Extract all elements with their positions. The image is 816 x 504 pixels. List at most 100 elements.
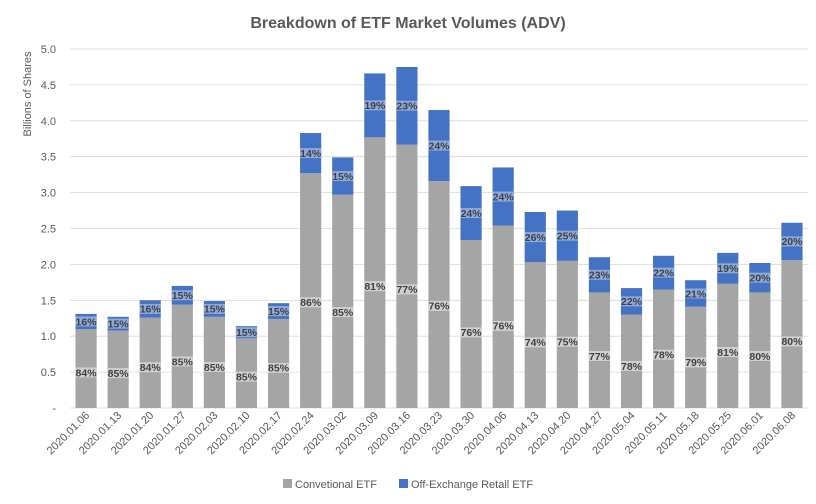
data-label-off-exchange: 15% [268, 306, 290, 318]
bar-label-band-off-exchange [653, 267, 675, 278]
data-label-off-exchange: 16% [76, 316, 98, 328]
bar-label-band-off-exchange [717, 263, 739, 274]
bar-label-band-off-exchange [267, 306, 290, 317]
bar-conventional [588, 292, 611, 408]
data-label-off-exchange: 15% [236, 327, 258, 339]
legend-swatch-conventional [283, 479, 292, 488]
y-tick-label: 1.0 [41, 331, 56, 343]
legend-label-off-exchange: Off-Exchange Retail ETF [411, 479, 533, 491]
data-label-off-exchange: 21% [685, 288, 707, 300]
bar-conventional [717, 283, 739, 408]
chart-title: Breakdown of ETF Market Volumes (ADV) [250, 15, 565, 32]
bar-conventional [171, 304, 193, 408]
bar-label-band-off-exchange [685, 288, 707, 299]
bar-conventional [524, 262, 546, 408]
bar-label-band-off-exchange [428, 140, 450, 151]
data-label-conventional: 84% [76, 367, 98, 379]
data-label-conventional: 85% [172, 356, 194, 368]
bar-conventional [781, 260, 803, 408]
bar-label-band-conventional [332, 307, 354, 318]
bar-label-band-conventional [267, 362, 290, 373]
data-label-conventional: 77% [589, 351, 611, 363]
data-label-off-exchange: 24% [493, 191, 515, 203]
bar-label-band-conventional [749, 350, 771, 361]
y-tick-label: 4.5 [41, 80, 56, 92]
bar-label-band-off-exchange [396, 100, 418, 111]
bar-label-band-off-exchange [332, 171, 354, 182]
y-tick-label: 5.0 [41, 44, 56, 56]
bar-label-band-conventional [364, 281, 386, 292]
bar-conventional [556, 260, 578, 408]
data-label-conventional: 78% [621, 361, 643, 373]
data-label-conventional: 76% [461, 327, 483, 339]
data-label-conventional: 75% [557, 337, 579, 349]
data-label-conventional: 85% [236, 371, 258, 383]
bar-conventional [428, 181, 450, 408]
bar-label-band-conventional [428, 300, 450, 311]
bar-conventional [749, 292, 771, 408]
data-label-off-exchange: 19% [364, 100, 386, 112]
bar-label-band-off-exchange [139, 303, 161, 314]
x-axis-ticks: 2020.01.062020.01.132020.01.202020.01.27… [45, 410, 798, 457]
data-label-conventional: 85% [268, 363, 290, 375]
y-tick-label: 0.5 [41, 367, 56, 379]
legend: Convetional ETF Off-Exchange Retail ETF [283, 479, 533, 491]
data-label-off-exchange: 22% [621, 296, 643, 308]
data-label-off-exchange: 15% [204, 304, 226, 316]
data-label-conventional: 80% [781, 336, 803, 348]
bar-label-band-conventional [653, 349, 675, 360]
legend-swatch-off-exchange [399, 479, 408, 488]
bar-label-band-conventional [139, 362, 161, 373]
bar-conventional [492, 225, 514, 408]
data-label-conventional: 81% [364, 281, 386, 293]
bar-label-band-off-exchange [364, 100, 386, 111]
y-tick-label: - [52, 403, 56, 415]
bar-conventional [364, 137, 386, 408]
bar-conventional [460, 239, 482, 408]
bar-conventional [332, 194, 354, 408]
bar-label-band-conventional [620, 360, 643, 371]
data-label-conventional: 76% [428, 301, 450, 313]
bar-label-band-off-exchange [460, 208, 482, 219]
data-label-conventional: 77% [396, 284, 418, 296]
data-label-off-exchange: 15% [172, 290, 194, 302]
bar-conventional [685, 306, 707, 408]
bar-label-band-off-exchange [171, 290, 193, 301]
data-label-off-exchange: 24% [461, 208, 483, 220]
data-label-conventional: 76% [493, 321, 515, 333]
bar-label-band-conventional [396, 284, 418, 295]
y-tick-label: 4.0 [41, 116, 56, 128]
data-label-off-exchange: 23% [589, 270, 611, 282]
bar-label-band-off-exchange [620, 296, 643, 307]
bar-label-band-off-exchange [300, 148, 322, 159]
y-tick-label: 1.5 [41, 295, 56, 307]
bar-label-band-off-exchange [492, 191, 514, 202]
bar-label-band-conventional [556, 336, 578, 347]
bar-label-band-off-exchange [235, 327, 258, 338]
bar-label-band-conventional [781, 336, 803, 347]
data-label-off-exchange: 14% [300, 148, 322, 160]
data-label-conventional: 85% [204, 362, 226, 374]
data-label-off-exchange: 20% [749, 272, 771, 284]
bar-label-band-off-exchange [749, 272, 771, 283]
data-label-off-exchange: 26% [525, 232, 547, 244]
data-label-off-exchange: 20% [781, 236, 803, 248]
bar-label-band-conventional [460, 327, 482, 338]
data-label-off-exchange: 24% [428, 140, 450, 152]
y-tick-label: 2.0 [41, 259, 56, 271]
data-label-conventional: 86% [300, 297, 322, 309]
y-tick-label: 3.5 [41, 152, 56, 164]
bar-label-band-off-exchange [203, 303, 225, 314]
data-label-conventional: 81% [717, 347, 739, 359]
y-axis-ticks: - 0.5 1.0 1.5 2.0 2.5 3.0 3.5 4.0 4.5 5.0 [41, 44, 57, 415]
bar-conventional [300, 173, 322, 408]
bar-label-band-conventional [203, 361, 225, 372]
bar-conventional [653, 289, 675, 408]
y-axis-label: Billions of Shares [22, 51, 34, 136]
data-label-conventional: 85% [108, 368, 130, 380]
bar-label-band-conventional [717, 347, 739, 358]
bar-label-band-off-exchange [781, 236, 803, 247]
data-label-conventional: 84% [140, 362, 162, 374]
y-tick-label: 3.0 [41, 188, 56, 200]
